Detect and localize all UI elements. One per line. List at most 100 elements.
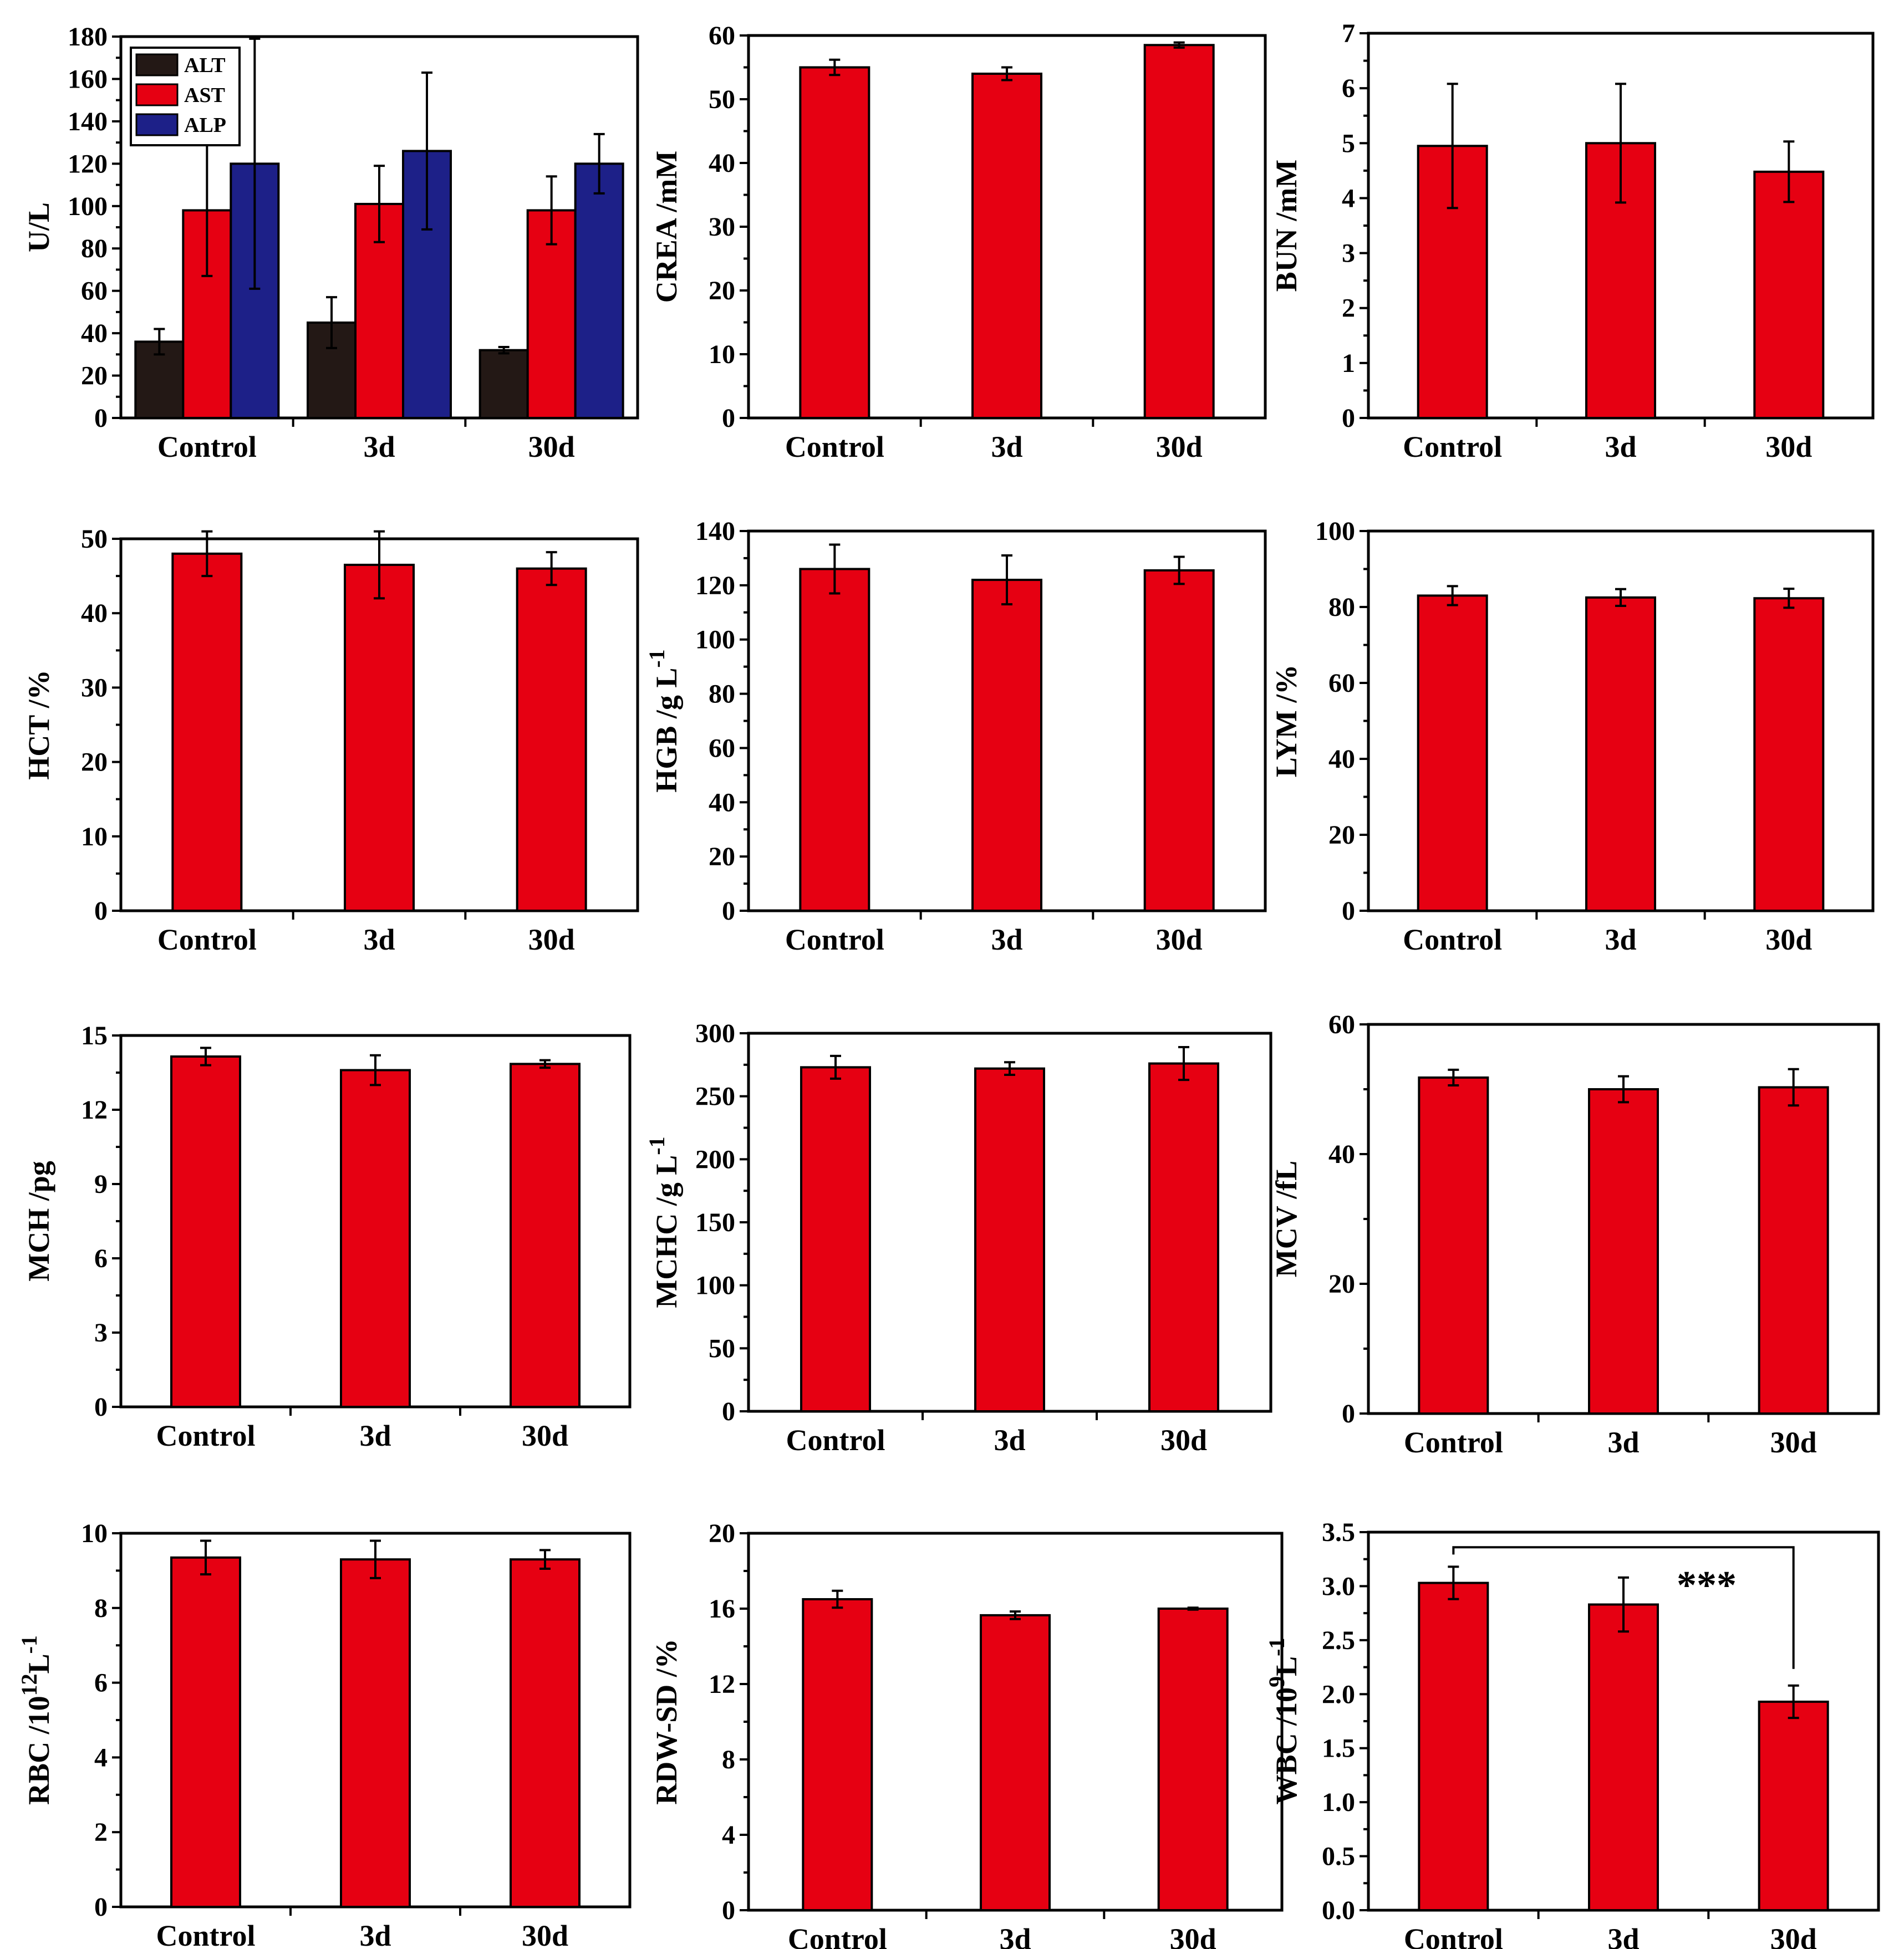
x-tick-label: 30d bbox=[1156, 430, 1203, 463]
y-axis-label: MCV /fL bbox=[1270, 1161, 1303, 1278]
y-tick-label: 10 bbox=[81, 822, 108, 851]
bar-wbc-control bbox=[1418, 1581, 1489, 1911]
y-tick-label: 6 bbox=[94, 1244, 108, 1273]
y-tick-label: 3 bbox=[94, 1318, 108, 1348]
bar-hgb-3d bbox=[971, 579, 1042, 912]
y-tick-label: 20 bbox=[81, 748, 108, 777]
y-tick-label: 0 bbox=[94, 1392, 108, 1422]
y-tick-label: 0 bbox=[1342, 1399, 1355, 1428]
y-tick-label: 0 bbox=[722, 404, 735, 433]
bar-rbc-3d bbox=[340, 1558, 411, 1908]
legend-label-alt: ALT bbox=[184, 54, 226, 77]
x-tick-label: Control bbox=[157, 923, 257, 956]
y-tick-label: 2.5 bbox=[1322, 1626, 1355, 1655]
y-axis-label-superscript: 12 bbox=[17, 1674, 42, 1696]
y-tick-label: 1.5 bbox=[1322, 1734, 1355, 1763]
bar-mch-30d bbox=[510, 1063, 581, 1409]
y-tick-label: 60 bbox=[709, 21, 735, 50]
y-tick-label: 200 bbox=[695, 1145, 735, 1174]
y-tick-label: 50 bbox=[81, 524, 108, 554]
bar-crea-30d bbox=[1143, 44, 1215, 419]
x-tick-label: 3d bbox=[1605, 923, 1636, 956]
legend-swatch-ast bbox=[135, 83, 179, 106]
bar-lym-control bbox=[1417, 594, 1488, 912]
y-tick-label: 80 bbox=[1328, 593, 1355, 622]
bar-crea-3d bbox=[971, 73, 1042, 419]
y-axis-label-text: MCH /pg bbox=[22, 1161, 55, 1282]
y-tick-label: 160 bbox=[68, 64, 108, 94]
x-tick-label: 30d bbox=[1770, 1922, 1817, 1949]
y-tick-label: 50 bbox=[709, 85, 735, 114]
x-tick-label: Control bbox=[1404, 1922, 1503, 1949]
y-axis-label-unit: L bbox=[1270, 1656, 1303, 1676]
y-tick-label: 100 bbox=[1315, 517, 1355, 546]
bar-rdw-sd-control bbox=[802, 1598, 873, 1911]
bar-hct-3d bbox=[344, 563, 415, 912]
y-tick-label: 40 bbox=[1328, 744, 1355, 774]
y-tick-label: 6 bbox=[94, 1669, 108, 1698]
bar-hgb-30d bbox=[1143, 569, 1215, 912]
x-tick-label: 3d bbox=[994, 1424, 1025, 1457]
y-tick-label: 3 bbox=[1342, 239, 1355, 268]
y-axis-label-unit: L bbox=[22, 1654, 55, 1674]
bar-mch-3d bbox=[340, 1069, 411, 1408]
chart-panel-hgb: 0 20 40 60 80 100 120 140 Control 3d 30d HGB /g L-1 bbox=[644, 517, 1267, 956]
y-tick-label: 300 bbox=[695, 1019, 735, 1048]
y-tick-label: 3.0 bbox=[1322, 1572, 1355, 1601]
y-tick-label: 1 bbox=[1342, 349, 1355, 378]
y-tick-label: 60 bbox=[81, 277, 108, 306]
bar-wbc-30d bbox=[1758, 1700, 1829, 1912]
chart-panel-rbc: 0 2 4 6 8 10 Control 3d 30d RBC /1012L-1 bbox=[17, 1519, 632, 1949]
y-tick-label: 7 bbox=[1342, 19, 1355, 48]
y-axis-label-text: HGB /g L bbox=[650, 668, 683, 793]
y-axis-label-text: CREA /mM bbox=[650, 151, 683, 303]
y-tick-label: 100 bbox=[68, 192, 108, 221]
x-tick-label: Control bbox=[1403, 923, 1502, 956]
legend-swatch-alp bbox=[135, 113, 179, 136]
y-tick-label: 140 bbox=[68, 107, 108, 136]
bar-mcv-control bbox=[1418, 1076, 1489, 1415]
y-axis-label-unit-superscript: -1 bbox=[17, 1635, 42, 1654]
y-tick-label: 10 bbox=[709, 340, 735, 369]
y-tick-label: 50 bbox=[709, 1334, 735, 1363]
y-tick-label: 8 bbox=[94, 1594, 108, 1623]
x-tick-label: 30d bbox=[1160, 1424, 1207, 1457]
y-tick-label: 250 bbox=[695, 1082, 735, 1111]
y-tick-label: 80 bbox=[709, 680, 735, 709]
significance-bracket bbox=[1452, 1546, 1795, 1669]
x-tick-label: Control bbox=[156, 1419, 255, 1452]
x-tick-label: Control bbox=[785, 430, 884, 463]
y-tick-label: 0 bbox=[722, 1397, 735, 1426]
y-tick-label: 40 bbox=[81, 599, 108, 628]
x-tick-label: Control bbox=[156, 1919, 255, 1949]
y-tick-label: 150 bbox=[695, 1208, 735, 1237]
y-axis-label-text: RDW-SD /% bbox=[650, 1639, 683, 1805]
y-axis-label: HGB /g L-1 bbox=[644, 649, 683, 792]
legend-label-alp: ALP bbox=[184, 114, 226, 137]
x-tick-label: Control bbox=[1404, 1426, 1503, 1459]
x-tick-label: 30d bbox=[1765, 430, 1812, 463]
y-axis-label-superscript: 9 bbox=[1264, 1676, 1289, 1687]
y-axis-label-text: WBC /10 bbox=[1270, 1687, 1303, 1805]
x-tick-label: 30d bbox=[522, 1919, 568, 1949]
legend-swatch-alt bbox=[135, 53, 179, 76]
x-tick-label: 3d bbox=[1607, 1426, 1639, 1459]
x-tick-label: 3d bbox=[991, 430, 1022, 463]
y-tick-label: 1.0 bbox=[1322, 1788, 1355, 1817]
y-tick-label: 12 bbox=[81, 1095, 108, 1125]
y-tick-label: 2.0 bbox=[1322, 1680, 1355, 1709]
bar-alt-30d bbox=[478, 349, 529, 420]
x-tick-label: Control bbox=[1403, 430, 1502, 463]
y-axis-label-text: RBC /10 bbox=[22, 1696, 55, 1805]
y-axis-label: LYM /% bbox=[1270, 665, 1303, 778]
bar-wbc-3d bbox=[1588, 1603, 1659, 1911]
y-tick-label: 180 bbox=[68, 22, 108, 52]
x-tick-label: 3d bbox=[1607, 1922, 1639, 1949]
y-tick-label: 10 bbox=[81, 1519, 108, 1548]
bar-bun-30d bbox=[1753, 170, 1825, 419]
y-axis-label: U/L bbox=[22, 202, 55, 252]
bar-mchc-3d bbox=[974, 1067, 1045, 1412]
y-tick-label: 40 bbox=[81, 319, 108, 348]
y-axis-label-text: MCHC /g L bbox=[650, 1155, 683, 1308]
x-tick-label: 3d bbox=[359, 1419, 391, 1452]
